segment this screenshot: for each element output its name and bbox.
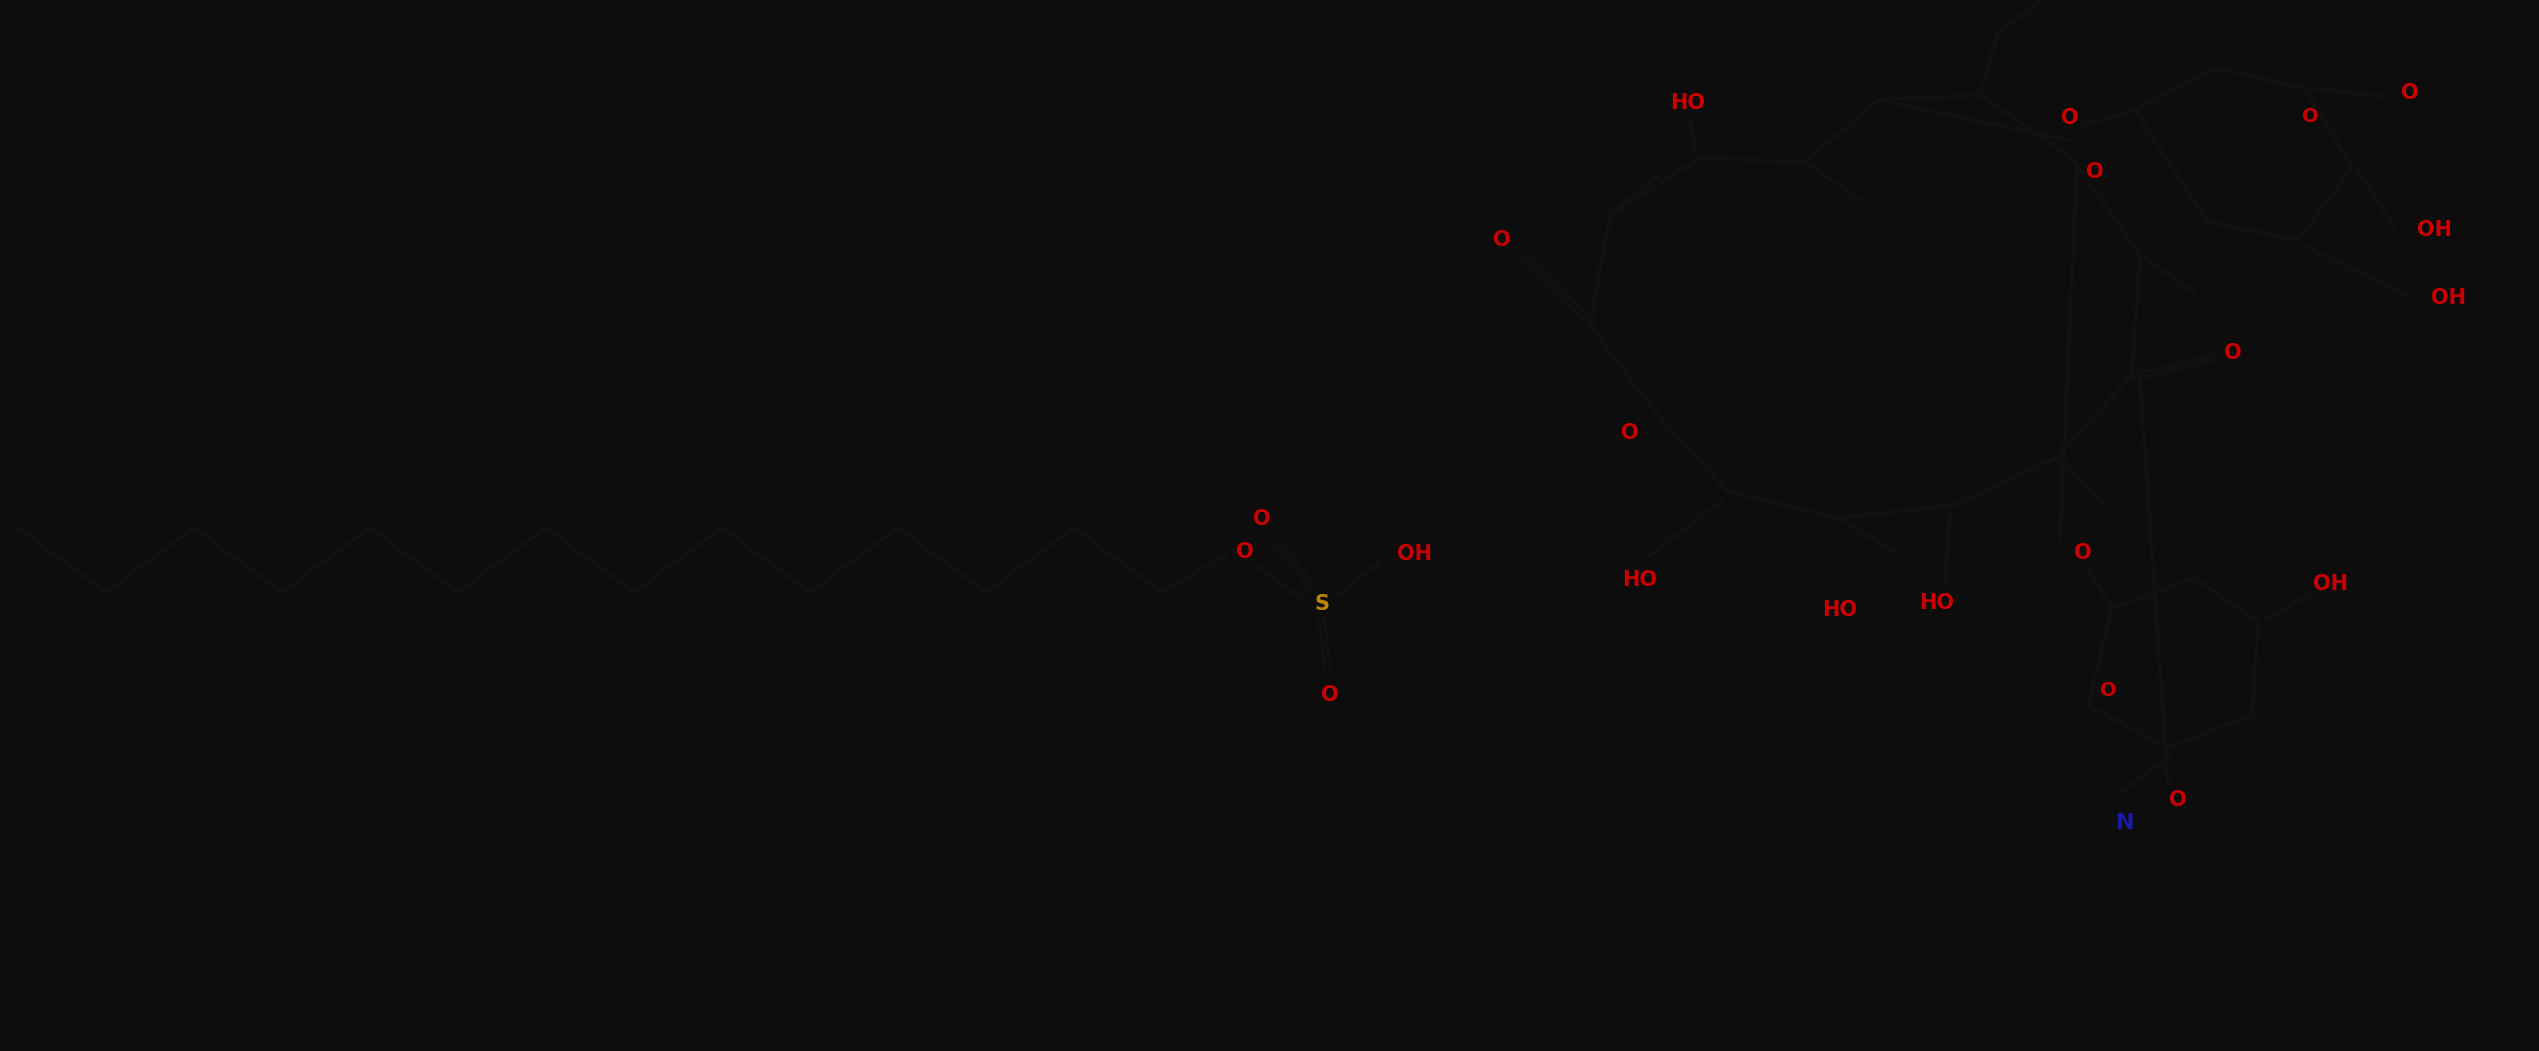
Text: O: O [1320,685,1338,705]
Text: O: O [2087,162,2105,182]
Text: O: O [2074,543,2092,563]
Text: O: O [2303,106,2318,125]
Text: O: O [2100,680,2118,700]
Text: O: O [1254,509,1272,529]
Text: O: O [2062,108,2079,128]
Text: S: S [1315,594,1330,614]
Text: OH: OH [2417,220,2453,240]
Text: O: O [1622,423,1638,444]
Text: N: N [2115,813,2135,833]
Text: OH: OH [1396,544,1432,564]
Text: OH: OH [2430,288,2465,308]
Text: HO: HO [1823,600,1859,620]
Text: O: O [2224,343,2242,363]
Text: HO: HO [1919,593,1955,613]
Text: HO: HO [1622,570,1658,590]
Text: OH: OH [2313,574,2349,594]
Text: HO: HO [1671,92,1706,114]
Text: O: O [2402,83,2420,103]
Text: O: O [1493,230,1511,250]
Text: O: O [2168,790,2186,810]
Text: O: O [1236,542,1254,562]
